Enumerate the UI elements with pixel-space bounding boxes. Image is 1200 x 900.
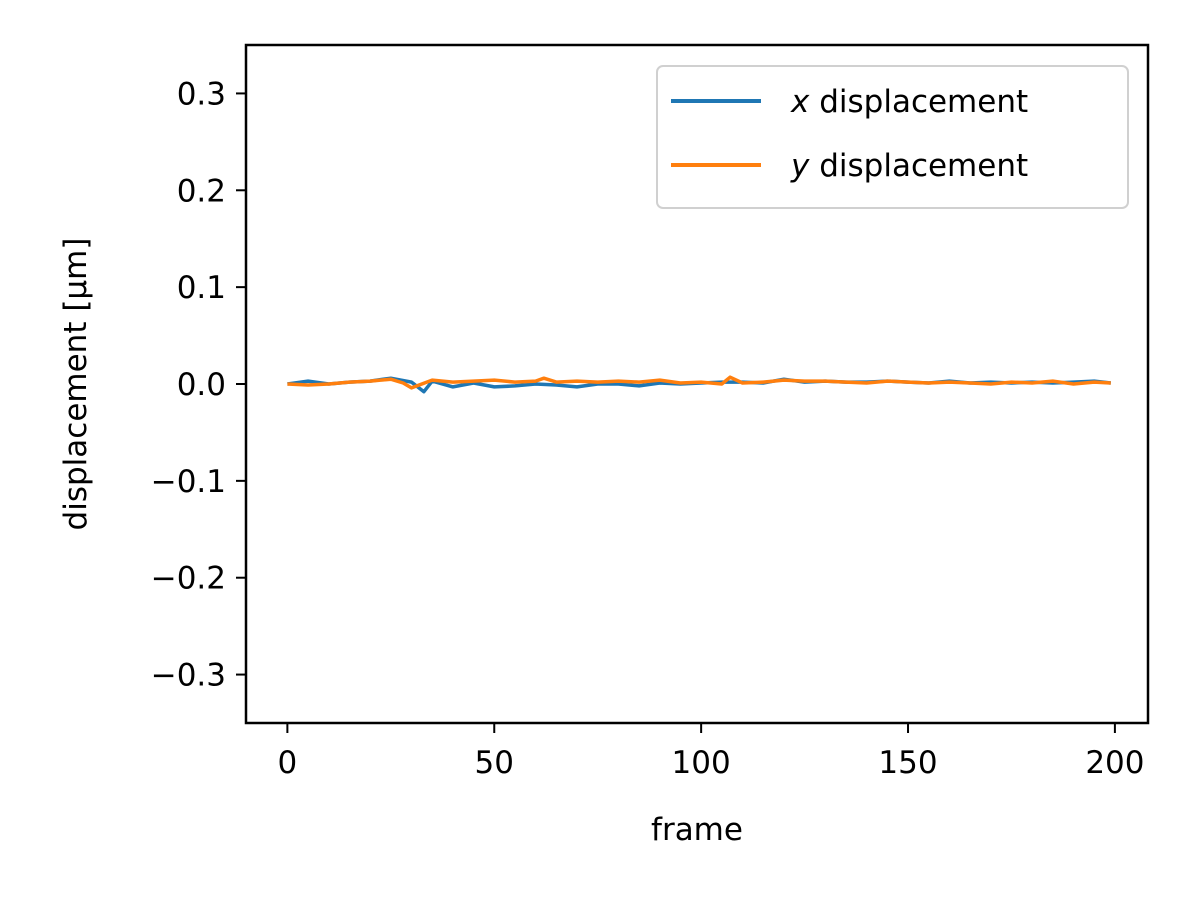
legend-text: displacement [809, 148, 1028, 184]
legend-text: displacement [809, 84, 1028, 120]
y-tick-label: −0.3 [151, 658, 226, 694]
x-tick-label: 100 [672, 745, 731, 781]
y-tick-label: 0.1 [177, 270, 226, 306]
series-layer [287, 375, 1111, 394]
legend-label-y: y displacement [790, 148, 1028, 184]
y-axis: 0.3 0.2 0.1 0.0 −0.1 −0.2 −0.3 [151, 76, 246, 694]
legend-variable: x [790, 84, 810, 120]
y-tick-label: 0.0 [177, 367, 226, 403]
x-axis-label: frame [651, 812, 743, 848]
y-tick-label: 0.3 [177, 76, 226, 112]
x-tick-label: 150 [878, 745, 937, 781]
legend-frame [656, 65, 1129, 209]
x-tick-label: 0 [278, 745, 298, 781]
y-tick-label: −0.1 [151, 464, 226, 500]
y-tick-label: 0.2 [177, 173, 226, 209]
legend-variable: y [790, 148, 810, 184]
y-axis-label: displacement [μm] [58, 238, 94, 531]
x-tick-label: 50 [475, 745, 514, 781]
x-tick-label: 200 [1085, 745, 1144, 781]
legend-label-x: x displacement [790, 84, 1028, 120]
x-axis: 0 50 100 150 200 [278, 723, 1144, 781]
series-line-y [287, 375, 1111, 390]
y-tick-label: −0.2 [151, 561, 226, 597]
